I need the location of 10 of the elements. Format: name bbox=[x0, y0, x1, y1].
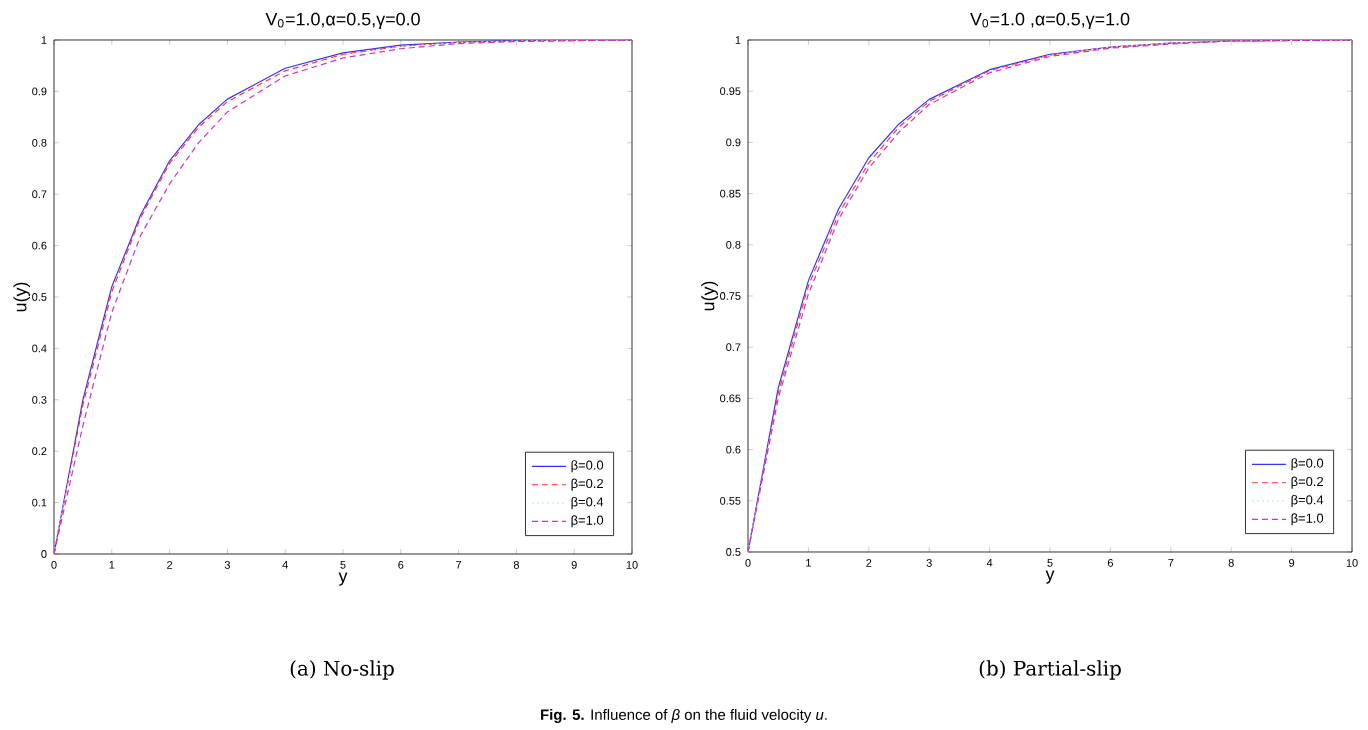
text: (b) Partial-slip bbox=[979, 660, 1121, 680]
line-series bbox=[54, 39, 633, 554]
chart-title: V$_{0}$=1.0 ,α=0.5,γ=1.0 bbox=[970, 12, 1130, 29]
line-series bbox=[748, 39, 1353, 552]
chart-title: V$_{0}$=1.0,α=0.5,γ=0.0 bbox=[265, 12, 420, 29]
y-axis-title: u(y) bbox=[701, 281, 718, 311]
text: (a) No-slip bbox=[290, 660, 394, 680]
y-axis-title: u(y) bbox=[13, 282, 30, 312]
x-axis-title: y bbox=[1045, 570, 1055, 584]
x-axis-title: y bbox=[338, 572, 348, 586]
